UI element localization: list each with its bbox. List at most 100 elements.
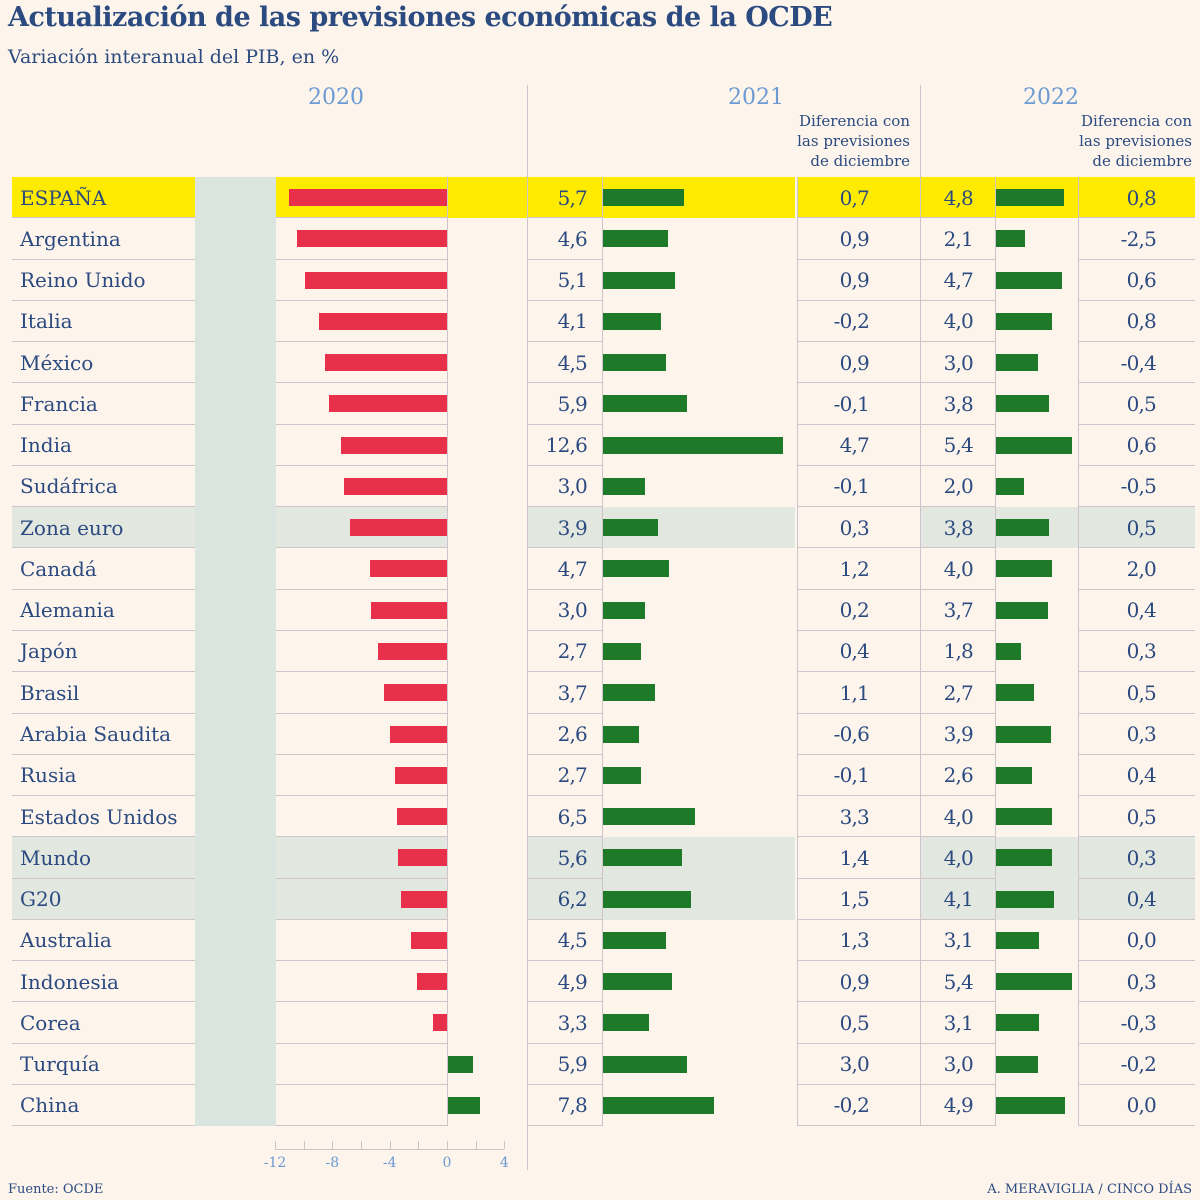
row-divider xyxy=(797,671,920,673)
diff-2021: -0,6 xyxy=(833,722,870,746)
diff-2022: 0,3 xyxy=(1126,722,1157,746)
row-highlight xyxy=(797,177,920,219)
diff-2022: 0,8 xyxy=(1126,309,1157,334)
value-2022: 3,7 xyxy=(943,598,974,623)
table-row: Italia-8,94,1-0,24,00,8 xyxy=(0,301,1200,343)
row-divider xyxy=(920,671,995,673)
shaded-2020-column xyxy=(195,177,275,1127)
bar-2021 xyxy=(602,560,670,578)
diff-2021: 1,4 xyxy=(839,845,870,870)
bar-2022 xyxy=(995,189,1064,206)
row-divider xyxy=(527,877,602,879)
bar-2020 xyxy=(325,354,447,372)
value-2021: 6,5 xyxy=(557,804,588,829)
row-divider xyxy=(1078,217,1195,219)
country-name: Francia xyxy=(20,391,98,416)
axis-tick-label: -4 xyxy=(382,1155,397,1171)
bar-2022 xyxy=(995,725,1051,743)
axis-tick-label: -12 xyxy=(263,1155,287,1171)
bar-2022 xyxy=(995,808,1053,826)
value-2021: 4,1 xyxy=(557,309,588,334)
row-divider xyxy=(527,753,602,755)
bar-2020 xyxy=(389,725,447,743)
bar-2021 xyxy=(602,1055,687,1073)
bar-2021 xyxy=(602,766,641,784)
row-divider xyxy=(797,547,920,549)
row-divider xyxy=(527,1042,602,1044)
table-row: Argentina-10,54,60,92,1-2,5 xyxy=(0,218,1200,260)
value-2022: 3,0 xyxy=(943,350,974,375)
row-divider xyxy=(1078,423,1195,425)
table-row: Sudáfrica-7,23,0-0,12,0-0,5 xyxy=(0,466,1200,508)
bar-2022 xyxy=(995,890,1054,908)
table-row: Canadá-5,44,71,24,02,0 xyxy=(0,548,1200,590)
bar-2021 xyxy=(602,684,656,702)
bar-2020 xyxy=(305,271,447,289)
row-divider xyxy=(527,299,602,301)
diff-2021: 0,4 xyxy=(839,639,870,664)
axis-tick xyxy=(332,1141,334,1149)
country-name: Indonesia xyxy=(20,969,119,994)
value-2022: 5,4 xyxy=(943,433,974,458)
country-name: Arabia Saudita xyxy=(20,722,172,746)
diff-2021: 0,7 xyxy=(839,185,870,210)
row-divider xyxy=(1078,877,1195,879)
bar-2022 xyxy=(995,354,1038,372)
bar-2022 xyxy=(995,1096,1066,1114)
diff-2022: -2,5 xyxy=(1120,226,1157,251)
column-divider xyxy=(920,85,921,180)
row-divider xyxy=(1078,753,1195,755)
value-2021: 6,2 xyxy=(557,887,588,912)
table-row: Zona euro-6,83,90,33,80,5 xyxy=(0,507,1200,549)
value-2021: 3,0 xyxy=(557,474,588,499)
chart-subtitle: Variación interanual del PIB, en % xyxy=(8,46,340,68)
row-divider xyxy=(797,629,920,631)
bar-2022 xyxy=(995,312,1053,330)
header-2021: 2021 xyxy=(728,85,784,110)
value-2021: 3,7 xyxy=(557,680,588,705)
column-divider xyxy=(920,177,921,1127)
column-divider xyxy=(527,85,528,1170)
country-name: Argentina xyxy=(20,226,121,251)
bar-2020 xyxy=(371,601,447,619)
value-2022: 4,7 xyxy=(943,268,974,293)
value-2022: 1,8 xyxy=(943,639,974,664)
row-divider xyxy=(1078,1001,1195,1003)
value-2022: 4,8 xyxy=(943,185,974,210)
country-name: México xyxy=(20,350,94,375)
bar-2021 xyxy=(602,1096,714,1114)
column-divider xyxy=(602,177,603,1127)
source-note: Fuente: OCDE xyxy=(8,1182,104,1197)
row-divider xyxy=(1078,299,1195,301)
row-divider xyxy=(920,795,995,797)
bar-2020 xyxy=(369,560,447,578)
row-divider xyxy=(920,918,995,920)
chart-title: Actualización de las previsiones económi… xyxy=(8,2,833,33)
country-name: G20 xyxy=(20,887,62,912)
diff-2021: 0,2 xyxy=(839,598,870,623)
table-row: Francia-8,25,9-0,13,80,5 xyxy=(0,383,1200,425)
bar-2021 xyxy=(602,849,683,867)
bar-2022 xyxy=(995,271,1063,289)
column-divider xyxy=(447,177,448,1127)
diff-2021: 3,3 xyxy=(839,804,870,829)
diff-2021: -0,2 xyxy=(833,309,870,334)
diff-2022: 0,5 xyxy=(1126,515,1157,540)
diff-2022: 0,5 xyxy=(1126,391,1157,416)
diff-2021: 0,9 xyxy=(839,226,870,251)
diff-2021: -0,1 xyxy=(833,391,870,416)
row-divider xyxy=(797,1083,920,1085)
country-name: Canadá xyxy=(20,556,97,581)
column-divider xyxy=(275,177,276,1127)
axis-tick-label: 4 xyxy=(499,1155,509,1171)
diff-2021: 4,7 xyxy=(839,433,870,458)
row-divider xyxy=(797,960,920,962)
diff-2022: 0,3 xyxy=(1126,845,1157,870)
diff-2022: 0,4 xyxy=(1126,598,1157,623)
table-row: Japón-4,82,70,41,80,3 xyxy=(0,631,1200,673)
row-divider xyxy=(1078,506,1195,508)
row-divider xyxy=(797,423,920,425)
diff-2022: 0,8 xyxy=(1126,185,1157,210)
bar-2022 xyxy=(995,519,1050,537)
country-name: Turquía xyxy=(20,1052,100,1077)
